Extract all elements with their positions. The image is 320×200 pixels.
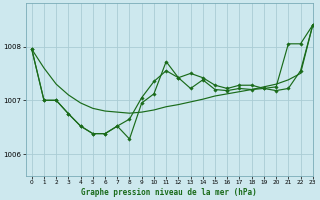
X-axis label: Graphe pression niveau de la mer (hPa): Graphe pression niveau de la mer (hPa): [81, 188, 257, 197]
